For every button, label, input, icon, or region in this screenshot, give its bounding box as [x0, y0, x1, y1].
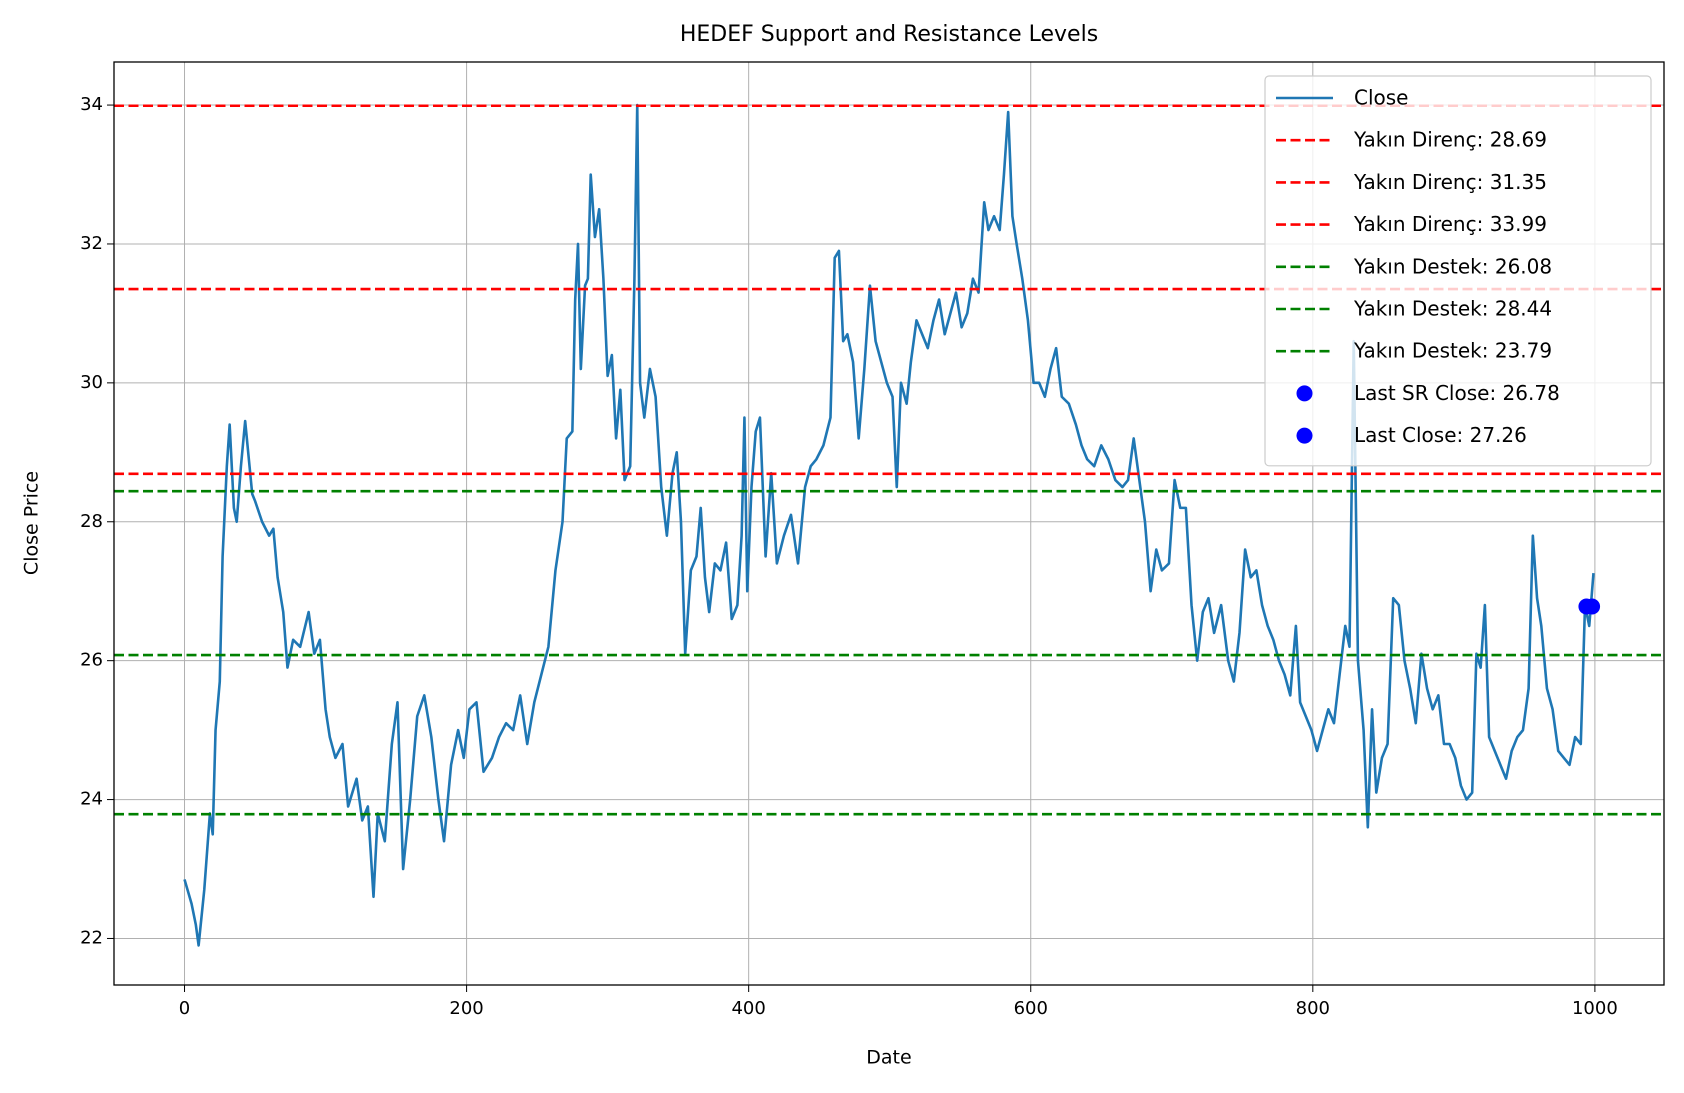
x-tick-label: 600 — [1014, 998, 1048, 1019]
legend-label: Close — [1354, 86, 1408, 110]
legend-marker — [1296, 385, 1313, 402]
y-tick-label: 30 — [80, 372, 103, 393]
x-axis-label: Date — [866, 1047, 911, 1069]
x-tick-label: 0 — [179, 998, 190, 1019]
legend-label: Yakın Direnç: 31.35 — [1353, 170, 1547, 194]
legend-label: Yakın Destek: 26.08 — [1353, 254, 1552, 278]
line-series — [183, 103, 1595, 947]
y-tick-label: 28 — [80, 511, 103, 532]
x-tick-label: 200 — [449, 998, 483, 1019]
y-tick-label: 34 — [80, 94, 103, 115]
marker-point — [1584, 598, 1601, 615]
y-tick-label: 24 — [80, 789, 103, 810]
legend-marker — [1296, 427, 1313, 444]
y-tick-label: 32 — [80, 233, 103, 254]
legend: Close Yakın Direnç: 28.69 Yakın Direnç: 31… — [1264, 75, 1652, 467]
y-tick-label: 22 — [80, 927, 103, 948]
x-tick-label: 400 — [731, 998, 765, 1019]
legend-frame — [1264, 75, 1652, 467]
chart-title: HEDEF Support and Resistance Levels — [680, 22, 1098, 47]
y-tick-label: 26 — [80, 650, 103, 671]
legend-label: Yakın Destek: 28.44 — [1353, 297, 1552, 321]
legend-label: Last Close: 27.26 — [1354, 423, 1527, 447]
legend-label: Yakın Destek: 23.79 — [1353, 339, 1552, 363]
x-tick-label: 800 — [1296, 998, 1330, 1019]
axes-frame — [113, 61, 1665, 986]
x-tick-label: 1000 — [1572, 998, 1618, 1019]
legend-label: Yakın Direnç: 33.99 — [1353, 212, 1547, 236]
legend-label: Yakın Direnç: 28.69 — [1353, 128, 1547, 152]
legend-label: Last SR Close: 26.78 — [1354, 381, 1560, 405]
y-axis-label: Close Price — [21, 471, 43, 575]
